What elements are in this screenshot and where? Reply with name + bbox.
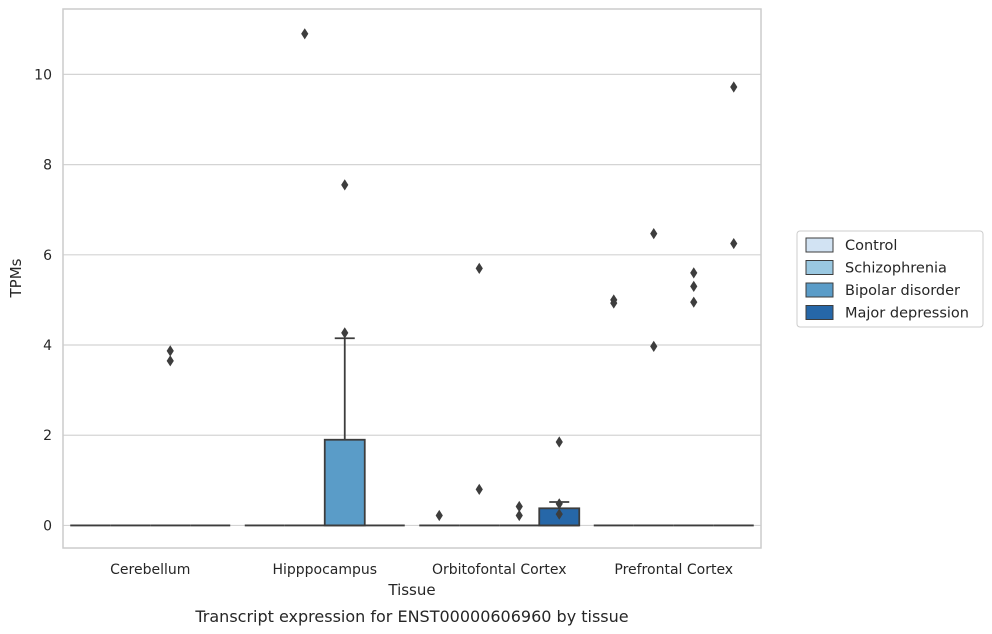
outlier-point — [435, 509, 443, 522]
outlier-point — [166, 355, 174, 367]
plot-frame — [62, 8, 762, 549]
legend-swatch — [805, 237, 834, 253]
legend-label: Schizophrenia — [845, 261, 947, 277]
legend-swatch — [805, 260, 834, 275]
y-tick-label: 4 — [43, 338, 52, 354]
outlier-point — [475, 262, 483, 274]
outlier-point — [301, 28, 309, 40]
box-1-2 — [323, 337, 366, 527]
outlier-point — [555, 498, 563, 510]
x-axis-title: Tissue — [387, 581, 435, 599]
outlier-point — [475, 483, 483, 495]
boxes — [70, 337, 754, 527]
x-tick-label: Hipppocampus — [272, 562, 377, 578]
legend-swatch — [805, 282, 834, 298]
outlier-point — [690, 280, 698, 292]
box-body — [323, 438, 366, 527]
legend-label: Major depression — [845, 306, 969, 322]
outlier-point — [650, 228, 658, 240]
outlier-point — [341, 179, 349, 191]
y-tick-label: 8 — [43, 158, 52, 174]
legend-frame — [796, 230, 984, 328]
y-axis-title: TPMs — [7, 258, 25, 298]
outlier-point — [341, 327, 349, 339]
outlier-point — [650, 340, 658, 352]
y-tick-label: 6 — [43, 248, 52, 264]
legend-swatch — [805, 305, 834, 320]
outlier-point — [690, 267, 698, 279]
outlier-point — [730, 237, 738, 250]
x-tick-label: Cerebellum — [110, 562, 190, 578]
outlier-point — [166, 345, 174, 357]
outlier-point — [690, 296, 698, 308]
plot-area — [63, 9, 761, 548]
x-tick-label: Prefrontal Cortex — [614, 562, 733, 578]
outlier-point — [555, 436, 563, 448]
legend-label: Control — [845, 238, 897, 254]
legend-label: Bipolar disorder — [845, 283, 960, 299]
y-tick-label: 10 — [34, 67, 52, 83]
chart-caption: Transcript expression for ENST0000060696… — [194, 607, 628, 626]
x-tick-labels: Cerebellum Hipppocampus Orbitofontal Corte… — [110, 562, 733, 578]
outlier-point — [515, 509, 523, 522]
outlier-point — [515, 500, 523, 513]
outlier-point — [555, 508, 563, 520]
outlier-point — [730, 81, 738, 93]
x-tick-label: Orbitofontal Cortex — [432, 562, 567, 578]
legend: Control Schizophrenia Bipolar disorder Majo… — [796, 230, 984, 328]
outlier-point — [610, 297, 618, 309]
outlier-points — [166, 28, 738, 522]
y-tick-label: 2 — [43, 428, 52, 444]
y-tick-labels: 0 2 4 6 8 10 — [34, 67, 52, 534]
y-tick-label: 0 — [43, 518, 52, 534]
